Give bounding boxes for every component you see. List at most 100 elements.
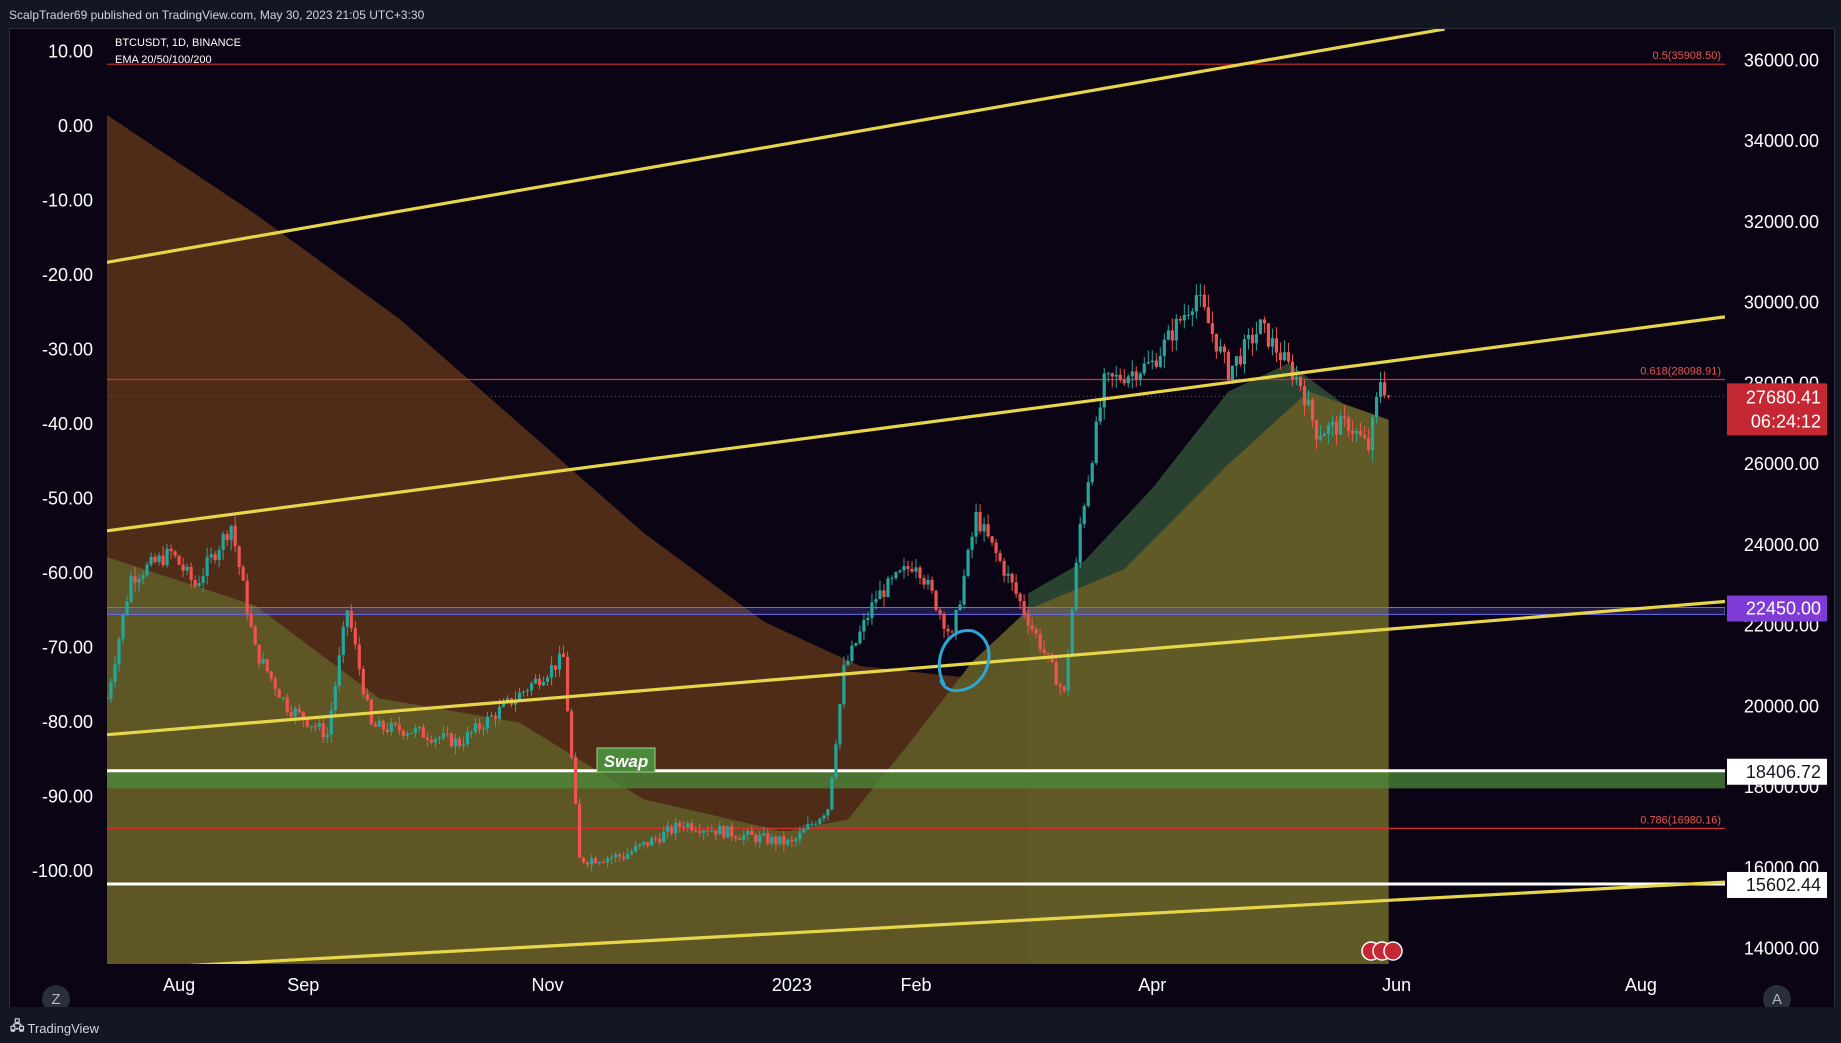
candle-body <box>718 826 722 835</box>
published-header: ScalpTrader69 published on TradingView.c… <box>0 0 1841 28</box>
candle-body <box>381 720 385 730</box>
countdown-tag: 06:24:12 <box>1751 411 1821 431</box>
candle-body <box>129 576 133 602</box>
candle-body <box>922 578 926 585</box>
candle-body <box>333 685 337 711</box>
candle-body <box>1270 338 1275 347</box>
candle-body <box>854 643 858 646</box>
chart-panel[interactable]: Swap 10.00 0.00 -10.00 -20.00 -30.00 -40.00 -5… <box>9 28 1835 1013</box>
left-axis-tick: -40.00 <box>42 414 93 434</box>
candle-body <box>461 744 466 746</box>
candle-body <box>349 610 353 629</box>
candle-body <box>1382 382 1387 396</box>
candle-body <box>1318 435 1323 440</box>
candle-body <box>269 671 273 679</box>
candle-body <box>698 831 702 833</box>
left-axis-tick: 10.00 <box>48 41 93 61</box>
flag-icon <box>1383 941 1403 961</box>
candle-body <box>1082 506 1086 524</box>
candle-body <box>958 604 962 610</box>
fib-labels: 0.5(35908.50) 0.618(28098.91) 0.786(16980.… <box>1640 50 1721 826</box>
candle-body <box>385 729 389 733</box>
candle-body <box>293 708 297 717</box>
candle-body <box>1258 319 1263 335</box>
left-axis-tick: -80.00 <box>42 712 93 732</box>
candle-body <box>866 617 870 621</box>
right-axis-tick: 20000.00 <box>1744 696 1819 716</box>
candle-body <box>782 836 786 845</box>
candle-body <box>942 613 946 629</box>
candle-body <box>541 681 546 686</box>
candle-body <box>321 723 325 738</box>
candle-body <box>602 862 606 864</box>
candle-body <box>774 836 778 845</box>
footer-bar: 🖧 TradingView <box>0 1007 1841 1043</box>
candle-body <box>453 738 458 747</box>
candle-body <box>1330 421 1335 426</box>
candle-body <box>401 730 405 736</box>
candle-body <box>822 815 826 819</box>
zone-upper-tag-bg <box>1727 595 1827 622</box>
candle-body <box>1326 425 1331 434</box>
fib-label: 0.786(16980.16) <box>1640 814 1721 826</box>
candle-body <box>918 567 922 579</box>
left-axis-tick: -20.00 <box>42 265 93 285</box>
candle-body <box>273 678 277 690</box>
candle-body <box>1282 352 1287 361</box>
price-chart[interactable]: Swap 10.00 0.00 -10.00 -20.00 -30.00 -40.00 -5… <box>10 29 1834 1007</box>
candle-body <box>245 580 249 614</box>
candle-body <box>986 524 990 537</box>
candle-body <box>353 628 357 645</box>
candle-body <box>914 567 918 572</box>
candle-body <box>577 803 582 858</box>
candle-body <box>457 738 462 746</box>
candle-body <box>1098 407 1102 422</box>
zone-upper-tag: 22450.00 <box>1746 599 1821 619</box>
candle-body <box>161 555 165 566</box>
candle-body <box>377 720 381 727</box>
candle-body <box>345 610 349 627</box>
ema-fills <box>107 114 1389 964</box>
candle-body <box>561 653 566 657</box>
candle-body <box>874 599 878 603</box>
candle-body <box>417 727 421 729</box>
candle-body <box>1090 463 1094 483</box>
candle-body <box>277 689 281 698</box>
annotations: Swap <box>596 629 991 773</box>
candle-body <box>1238 356 1243 365</box>
x-axis-tick: Sep <box>287 975 319 995</box>
candle-body <box>1094 421 1098 464</box>
left-axis-tick: -60.00 <box>42 563 93 583</box>
candle-body <box>1014 582 1018 594</box>
right-axis-tick: 24000.00 <box>1744 535 1819 555</box>
candle-body <box>950 631 954 633</box>
candle-body <box>1154 360 1158 367</box>
candle-body <box>197 583 201 587</box>
candle-body <box>301 711 305 720</box>
candle-body <box>421 727 425 738</box>
candle-body <box>690 823 694 831</box>
candle-body <box>686 823 690 828</box>
candle-body <box>1174 318 1178 341</box>
brand-name: TradingView <box>27 1020 100 1036</box>
candle-body <box>445 733 450 735</box>
candle-body <box>1042 649 1046 653</box>
candle-body <box>766 833 770 844</box>
candle-body <box>934 590 938 610</box>
candle-body <box>1338 416 1343 435</box>
candle-body <box>806 823 810 830</box>
candle-body <box>205 557 209 576</box>
brand[interactable]: 🖧 TradingView <box>10 1017 99 1039</box>
candle-body <box>107 698 109 700</box>
candle-body <box>850 645 854 661</box>
candle-body <box>1274 338 1279 353</box>
candle-body <box>790 839 794 842</box>
candle-body <box>249 613 253 627</box>
last-price-tag: 27680.41 <box>1746 387 1821 407</box>
candle-body <box>1254 334 1259 344</box>
candle-body <box>966 549 970 576</box>
candle-body <box>209 554 213 558</box>
candle-body <box>646 841 650 846</box>
trendline-1 <box>107 29 1445 264</box>
candle-body <box>1230 365 1234 381</box>
